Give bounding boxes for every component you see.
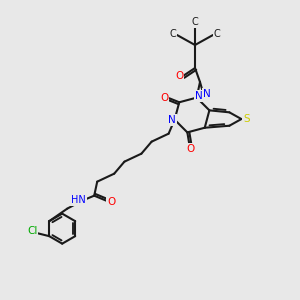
Text: N: N — [195, 91, 203, 100]
Text: O: O — [186, 144, 194, 154]
Text: O: O — [160, 93, 168, 103]
Text: C: C — [169, 29, 176, 39]
Text: HN: HN — [71, 195, 86, 205]
Text: Cl: Cl — [27, 226, 38, 236]
Text: S: S — [243, 114, 250, 124]
Text: O: O — [107, 197, 115, 207]
Text: C: C — [192, 17, 198, 27]
Text: C: C — [214, 29, 220, 39]
Text: N: N — [203, 89, 211, 99]
Text: O: O — [175, 71, 183, 81]
Text: N: N — [168, 115, 176, 125]
